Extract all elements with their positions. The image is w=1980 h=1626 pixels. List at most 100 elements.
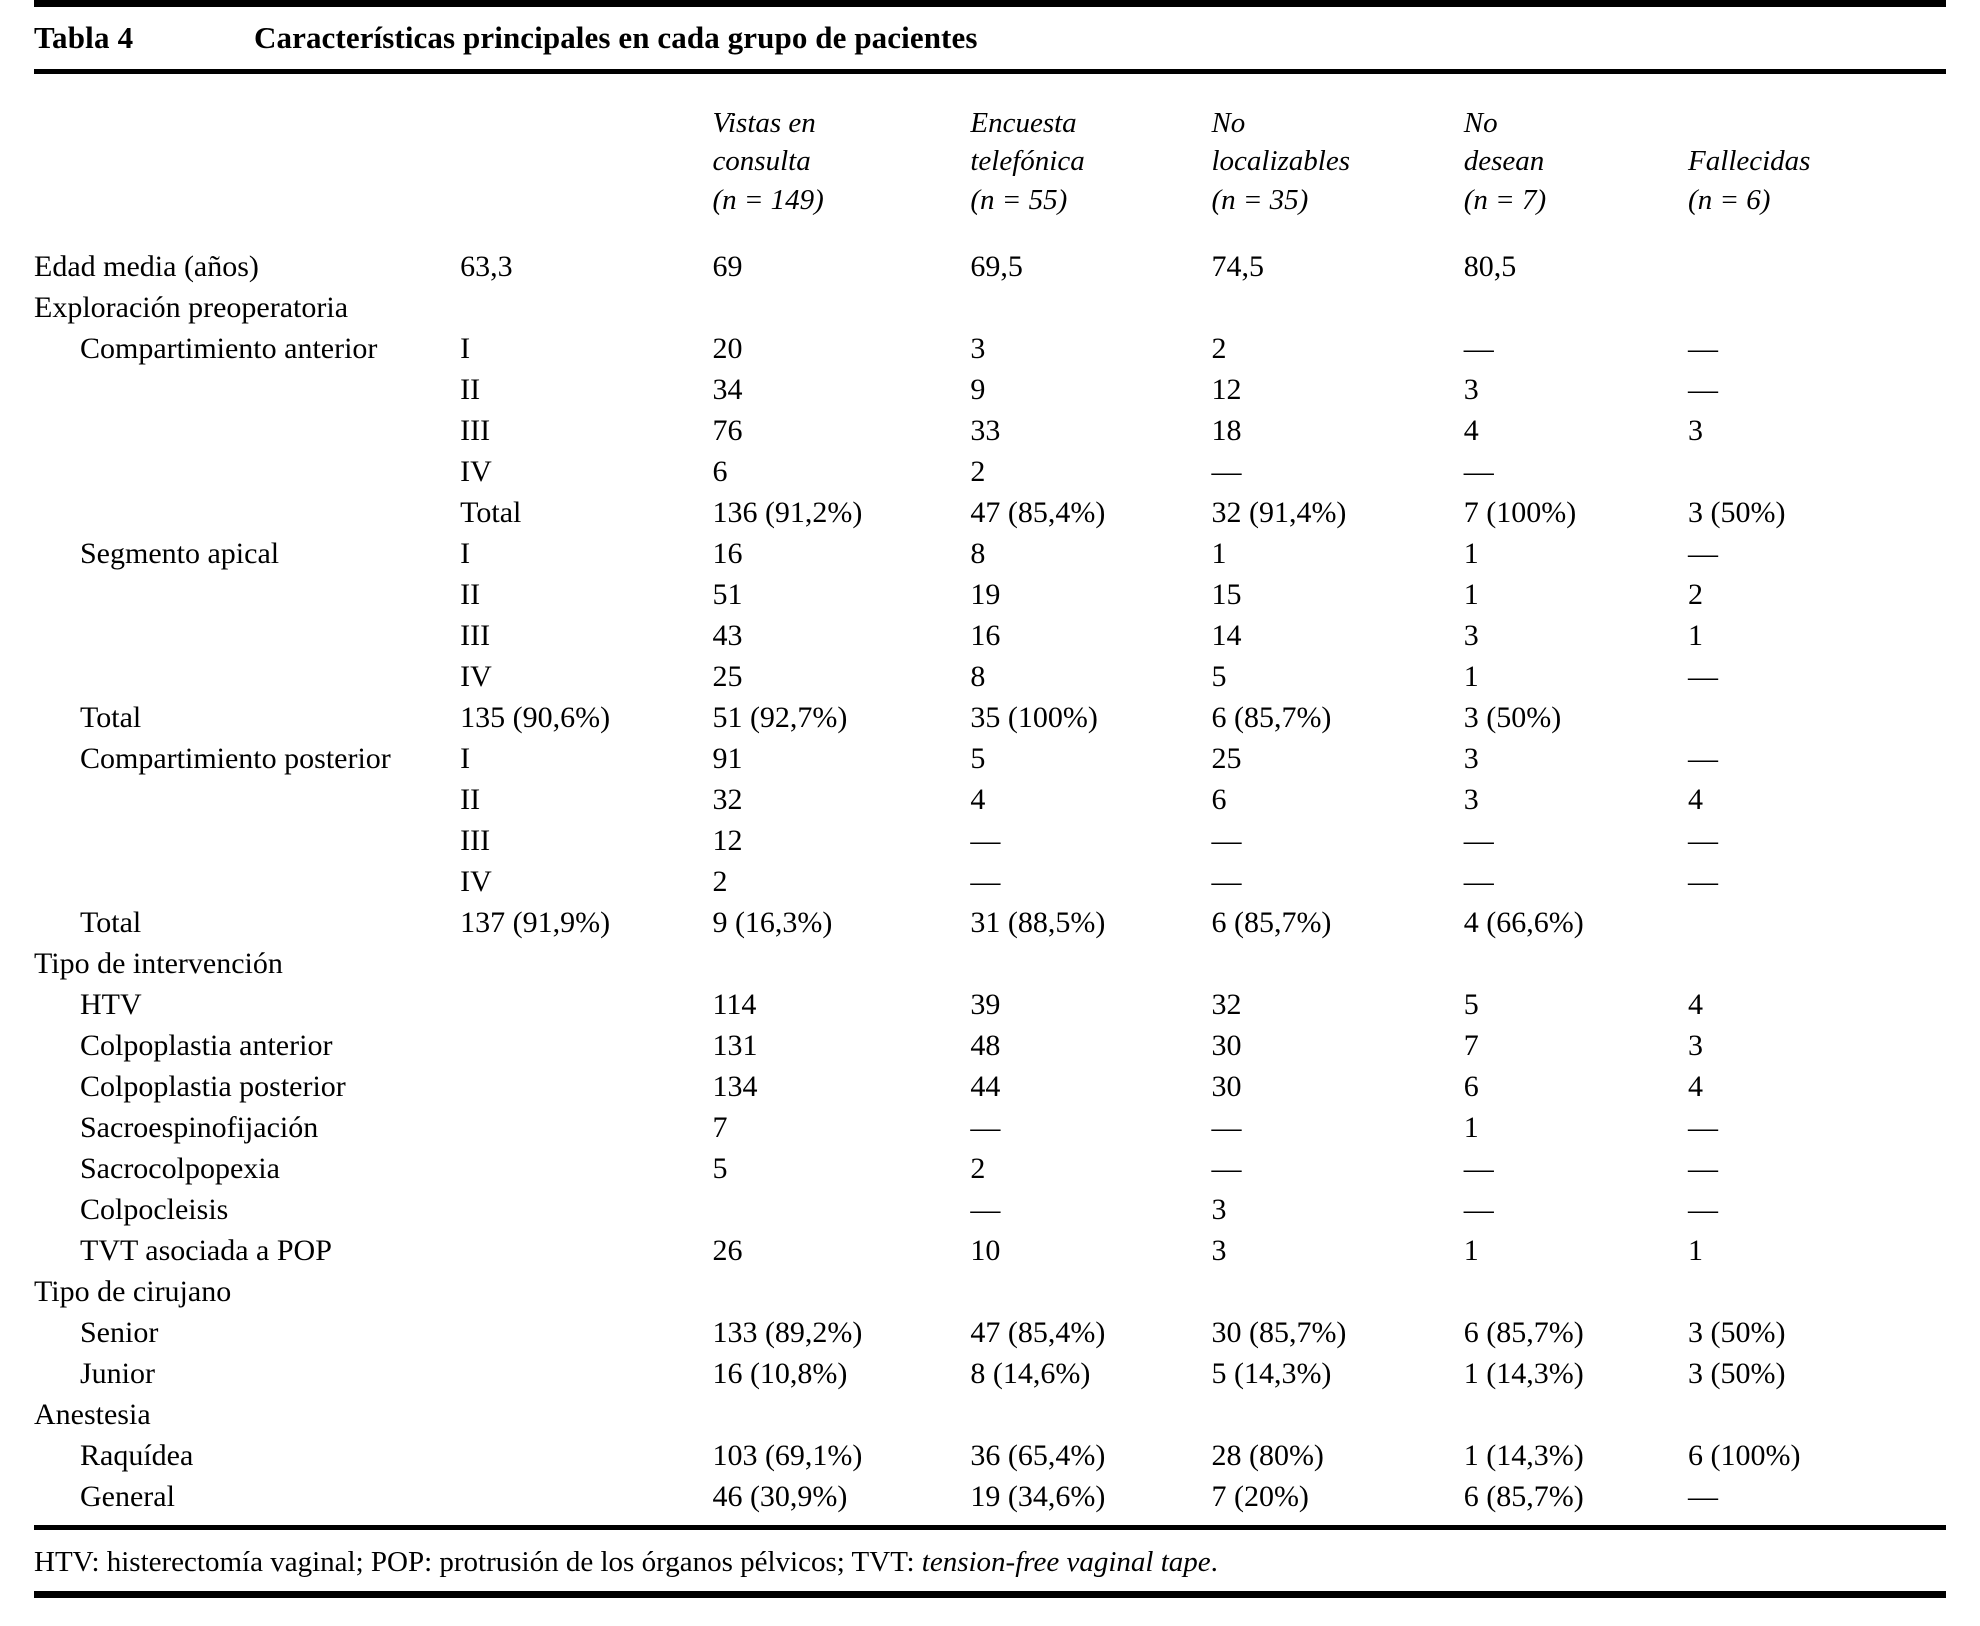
row-label: Colpoplastia anterior	[80, 1028, 333, 1062]
table-row: III 12 — — — —	[34, 820, 1946, 861]
header-n: (n = 35)	[1211, 183, 1309, 216]
cell-value: 4	[970, 782, 986, 816]
cell-value	[1688, 451, 1946, 492]
cell-value	[970, 1394, 1211, 1435]
cell-value	[1211, 1271, 1463, 1312]
cell-value: 18	[1211, 413, 1242, 447]
row-subcategory: IV	[460, 454, 492, 488]
cell-value: 32	[1211, 987, 1242, 1021]
caption-rule	[34, 69, 1946, 74]
cell-value: —	[1688, 823, 1719, 857]
column-header-vistas-en-consulta: Vistas en consulta (n = 149)	[712, 74, 970, 225]
cell-value: —	[970, 1110, 1001, 1144]
row-subcategory	[460, 1353, 712, 1394]
row-label: HTV	[80, 987, 142, 1021]
cell-value: —	[1211, 823, 1242, 857]
cell-value: —	[1463, 454, 1494, 488]
cell-value: 4	[1688, 782, 1704, 816]
cell-value: 8 (14,6%)	[970, 1356, 1091, 1390]
row-label: Compartimiento anterior	[80, 331, 378, 365]
cell-value: 12	[712, 823, 743, 857]
header-line2: consulta	[712, 145, 811, 178]
row-subcategory	[460, 1025, 712, 1066]
cell-value: 2	[1688, 577, 1704, 611]
row-subcategory: I	[460, 331, 471, 365]
cell-value: 47 (85,4%)	[970, 495, 1106, 529]
cell-value: 30 (85,7%)	[1211, 1315, 1347, 1349]
cell-value: 7 (100%)	[1463, 495, 1577, 529]
cell-value: 44	[970, 1069, 1001, 1103]
cell-value	[1688, 287, 1946, 328]
cell-value	[1688, 697, 1946, 738]
row-subcategory	[460, 1189, 712, 1230]
cell-value: —	[1688, 1151, 1719, 1185]
cell-value: 2	[970, 1151, 986, 1185]
cell-value: 46 (30,9%)	[712, 1479, 848, 1513]
row-subcategory: IV	[460, 659, 492, 693]
row-label: Colpoplastia posterior	[80, 1069, 346, 1103]
cell-value: 103 (69,1%)	[712, 1438, 863, 1472]
cell-value: 6 (100%)	[1688, 1438, 1801, 1472]
table-row: IV 25 8 5 1 —	[34, 656, 1946, 697]
row-label: Edad media (años)	[34, 249, 259, 283]
cell-value: 1	[1463, 536, 1479, 570]
row-subcategory	[460, 1394, 712, 1435]
table-caption: Tabla 4 Características principales en c…	[34, 7, 1946, 69]
cell-value: —	[1463, 864, 1494, 898]
column-header-fallecidas: Fallecidas (n = 6)	[1688, 74, 1946, 225]
cell-value: 5	[712, 1151, 728, 1185]
cell-value	[970, 287, 1211, 328]
row-subcategory	[460, 1312, 712, 1353]
table-row: IV 2 — — — —	[34, 861, 1946, 902]
cell-value: 3 (50%)	[1463, 700, 1562, 734]
cell-value: 114	[712, 987, 757, 1021]
cell-value: —	[1463, 1151, 1494, 1185]
row-subcategory: 135 (90,6%)	[460, 700, 611, 734]
header-line2: (n = 6)	[1688, 183, 1771, 216]
row-subcategory: IV	[460, 864, 492, 898]
row-subcategory: II	[460, 577, 481, 611]
cell-value: —	[1688, 331, 1719, 365]
body-bottom-rule	[34, 1524, 1946, 1530]
cell-value: 3 (50%)	[1688, 1315, 1786, 1349]
cell-value: 51 (92,7%)	[712, 700, 848, 734]
cell-value: 16	[712, 536, 743, 570]
header-line2: localizables	[1211, 145, 1350, 178]
row-label	[34, 820, 460, 861]
cell-value	[1688, 1394, 1946, 1435]
cell-value: 19 (34,6%)	[970, 1479, 1106, 1513]
header-line1: Encuesta	[970, 107, 1077, 139]
cell-value: 32 (91,4%)	[1211, 495, 1347, 529]
cell-value: 31 (88,5%)	[970, 905, 1106, 939]
header-line2: desean	[1463, 145, 1545, 178]
cell-value: 25	[712, 659, 743, 693]
cell-value: 7	[1463, 1028, 1479, 1062]
row-label: Anestesia	[34, 1397, 151, 1431]
cell-value: 39	[970, 987, 1001, 1021]
table-row: Anestesia	[34, 1394, 1946, 1435]
cell-value: —	[1211, 454, 1242, 488]
cell-value: —	[1688, 536, 1719, 570]
table-row: Colpoplastia anterior 131 48 30 7 3	[34, 1025, 1946, 1066]
cell-value: —	[970, 1192, 1001, 1226]
header-line1: Vistas en	[712, 107, 816, 139]
header-line1: No	[1463, 107, 1498, 139]
row-label: Segmento apical	[80, 536, 280, 570]
row-label: TVT asociada a POP	[80, 1233, 332, 1267]
cell-value: 19	[970, 577, 1001, 611]
table-row: Exploración preoperatoria	[34, 287, 1946, 328]
cell-value: 1	[1688, 618, 1704, 652]
cell-value: 3 (50%)	[1688, 1356, 1786, 1390]
cell-value: 6 (85,7%)	[1211, 905, 1332, 939]
cell-value: 2	[970, 454, 986, 488]
table-row: Senior 133 (89,2%) 47 (85,4%) 30 (85,7%) 6 (…	[34, 1312, 1946, 1353]
cell-value: 51	[712, 577, 743, 611]
cell-value: 4 (66,6%)	[1463, 905, 1584, 939]
row-subcategory	[460, 1476, 712, 1517]
cell-value: 16 (10,8%)	[712, 1356, 848, 1390]
row-subcategory: 63,3	[460, 249, 513, 283]
cell-value: 6 (85,7%)	[1463, 1315, 1584, 1349]
cell-value: 69	[712, 249, 743, 283]
cell-value: 20	[712, 331, 743, 365]
row-label: Total	[80, 905, 142, 939]
